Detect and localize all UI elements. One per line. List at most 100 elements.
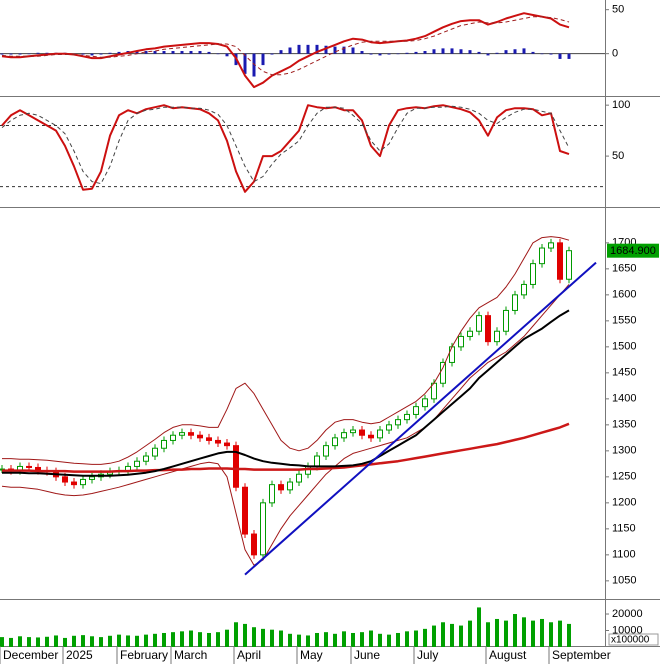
histogram-bar xyxy=(162,51,166,54)
histogram-bar xyxy=(279,50,283,54)
candle-body xyxy=(494,330,500,343)
candle-body xyxy=(260,502,266,556)
histogram-bar xyxy=(369,53,373,55)
histogram-bar xyxy=(468,50,472,54)
y-tick-label: 1550 xyxy=(612,315,636,327)
candle-body xyxy=(269,484,275,504)
volume-bar xyxy=(45,636,49,647)
candle-body xyxy=(296,473,302,483)
volume-bar xyxy=(531,620,535,647)
volume-bar xyxy=(270,629,274,647)
volume-bar xyxy=(360,632,364,647)
volume-bar xyxy=(72,635,76,647)
candle-body xyxy=(233,445,239,488)
volume-bar xyxy=(27,637,31,647)
histogram-bar xyxy=(504,50,508,54)
x-tick-label: December xyxy=(3,648,58,662)
candle-body xyxy=(458,335,464,348)
histogram-bar xyxy=(117,51,121,54)
x-tick-label: April xyxy=(237,648,261,662)
y-tick-label: 1100 xyxy=(612,549,636,561)
histogram-bar xyxy=(378,53,382,56)
histogram-bar xyxy=(18,53,22,55)
volume-bar xyxy=(495,618,499,647)
candle-body xyxy=(242,486,248,535)
histogram-bar xyxy=(225,53,229,57)
candle-body xyxy=(224,442,230,447)
y-tick-label: 1200 xyxy=(612,497,636,509)
histogram-bar xyxy=(306,44,310,54)
x-tick-label: February xyxy=(120,648,168,662)
histogram-bar xyxy=(216,53,220,55)
volume-bar xyxy=(441,622,445,647)
candle-body xyxy=(539,247,545,265)
candle-body xyxy=(467,330,473,337)
series-line xyxy=(1,12,570,89)
candle-body xyxy=(449,346,455,363)
series-line xyxy=(1,16,570,76)
histogram-bar xyxy=(297,44,301,54)
volume-bar xyxy=(342,631,346,647)
volume-bar xyxy=(135,635,139,647)
y-tick-label: 20000 xyxy=(612,608,643,620)
candle-body xyxy=(341,432,347,439)
y-tick-label: 100 xyxy=(612,99,630,111)
y-tick-label: 1400 xyxy=(612,393,636,405)
candle-body xyxy=(350,429,356,434)
histogram-bar xyxy=(441,48,445,54)
candle-body xyxy=(179,432,185,436)
volume-bar xyxy=(288,633,292,647)
y-tick-label: 1450 xyxy=(612,367,636,379)
histogram-bar xyxy=(207,51,211,54)
histogram-bar xyxy=(495,52,499,54)
candle-body xyxy=(395,419,401,426)
volume-bar xyxy=(387,634,391,647)
unit-box xyxy=(608,633,659,646)
volume-bar xyxy=(351,632,355,647)
y-tick-label: 50 xyxy=(612,4,624,16)
candle-body xyxy=(503,309,509,332)
series-line xyxy=(1,104,570,193)
histogram-bar xyxy=(522,48,526,54)
candle-body xyxy=(476,315,482,332)
histogram-bar xyxy=(135,51,139,54)
histogram-bar xyxy=(414,51,418,54)
volume-bar xyxy=(324,632,328,647)
histogram-bar xyxy=(333,46,337,54)
y-tick-label: 1150 xyxy=(612,523,636,535)
volume-bar xyxy=(63,637,67,647)
x-tick-label: September xyxy=(552,648,611,662)
histogram-bar xyxy=(90,53,94,56)
price-tag-label: 1684.900 xyxy=(610,245,656,257)
histogram-bar xyxy=(36,52,40,54)
histogram-bar xyxy=(549,53,553,55)
histogram-bar xyxy=(351,47,355,54)
volume-bar xyxy=(0,637,4,647)
y-tick-label: 1650 xyxy=(612,263,636,275)
volume-bar xyxy=(207,632,211,647)
volume-bar xyxy=(450,623,454,647)
volume-bar xyxy=(549,622,553,647)
histogram-bar xyxy=(99,53,103,55)
x-tick-label: August xyxy=(489,648,527,662)
histogram-bar xyxy=(432,49,436,54)
candle-body xyxy=(548,242,554,249)
histogram-bar xyxy=(558,53,562,59)
histogram-bar xyxy=(252,53,256,77)
unit-label: x100000 xyxy=(611,635,650,646)
candle-body xyxy=(188,432,194,436)
volume-bar xyxy=(432,625,436,647)
histogram-bar xyxy=(144,51,148,54)
volume-bar xyxy=(144,634,148,647)
volume-bar xyxy=(414,630,418,647)
y-tick-label: 1250 xyxy=(612,471,636,483)
series-line xyxy=(244,261,597,576)
histogram-bar xyxy=(459,49,463,54)
candle-body xyxy=(170,434,176,441)
volume-bar xyxy=(513,614,517,647)
y-tick-label: 10000 xyxy=(612,624,643,636)
volume-bar xyxy=(234,622,238,647)
histogram-bar xyxy=(324,45,328,54)
candle-body xyxy=(422,398,428,408)
candle-body xyxy=(71,481,77,486)
